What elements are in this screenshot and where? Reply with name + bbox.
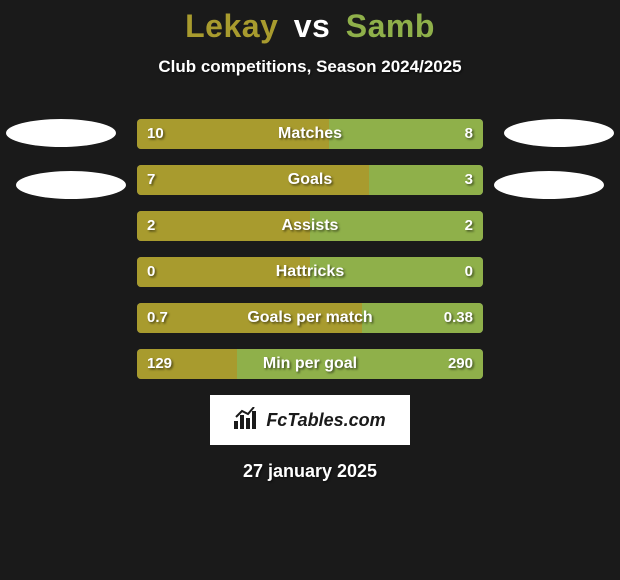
stat-bar-label: Assists bbox=[137, 211, 483, 241]
player1-avatar-placeholder-bottom bbox=[16, 171, 126, 199]
stat-bar-label: Goals per match bbox=[137, 303, 483, 333]
player2-avatar-placeholder-top bbox=[504, 119, 614, 147]
stat-bars: 108Matches 73Goals 22Assists 00Hattricks 0.7… bbox=[137, 119, 483, 379]
stat-bar-label: Goals bbox=[137, 165, 483, 195]
headline: Lekay vs Samb bbox=[0, 8, 620, 45]
stat-bar-label: Matches bbox=[137, 119, 483, 149]
stat-bar-row: 00Hattricks bbox=[137, 257, 483, 287]
stat-bar-row: 0.70.38Goals per match bbox=[137, 303, 483, 333]
player1-name: Lekay bbox=[185, 8, 278, 44]
player1-avatar-placeholder-top bbox=[6, 119, 116, 147]
stat-bar-row: 108Matches bbox=[137, 119, 483, 149]
vs-text: vs bbox=[294, 8, 331, 44]
stat-bar-label: Min per goal bbox=[137, 349, 483, 379]
player2-avatar-placeholder-bottom bbox=[494, 171, 604, 199]
player2-name: Samb bbox=[346, 8, 435, 44]
fctables-badge[interactable]: FcTables.com bbox=[210, 395, 410, 445]
stat-bar-row: 129290Min per goal bbox=[137, 349, 483, 379]
stat-bar-row: 73Goals bbox=[137, 165, 483, 195]
snapshot-date: 27 january 2025 bbox=[0, 461, 620, 482]
stat-bar-label: Hattricks bbox=[137, 257, 483, 287]
stat-bar-row: 22Assists bbox=[137, 211, 483, 241]
comparison-card: Lekay vs Samb Club competitions, Season … bbox=[0, 0, 620, 482]
subtitle: Club competitions, Season 2024/2025 bbox=[0, 57, 620, 77]
fctables-brand-text: FcTables.com bbox=[266, 410, 385, 431]
chart-area: 108Matches 73Goals 22Assists 00Hattricks 0.7… bbox=[0, 119, 620, 379]
fctables-logo-icon bbox=[234, 407, 260, 434]
